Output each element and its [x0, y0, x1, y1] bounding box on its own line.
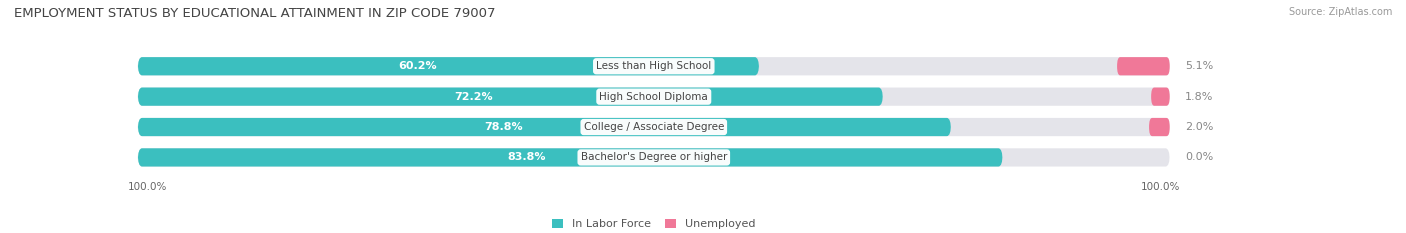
Text: Bachelor's Degree or higher: Bachelor's Degree or higher — [581, 152, 727, 162]
FancyBboxPatch shape — [1152, 88, 1170, 106]
Text: EMPLOYMENT STATUS BY EDUCATIONAL ATTAINMENT IN ZIP CODE 79007: EMPLOYMENT STATUS BY EDUCATIONAL ATTAINM… — [14, 7, 495, 20]
Text: Source: ZipAtlas.com: Source: ZipAtlas.com — [1288, 7, 1392, 17]
FancyBboxPatch shape — [138, 148, 1002, 167]
Text: 72.2%: 72.2% — [454, 92, 492, 102]
Text: Less than High School: Less than High School — [596, 61, 711, 71]
FancyBboxPatch shape — [138, 148, 1170, 167]
FancyBboxPatch shape — [1118, 57, 1170, 75]
Legend: In Labor Force, Unemployed: In Labor Force, Unemployed — [553, 219, 755, 229]
Text: 100.0%: 100.0% — [1140, 182, 1180, 192]
FancyBboxPatch shape — [1149, 118, 1170, 136]
FancyBboxPatch shape — [138, 118, 1170, 136]
Text: 1.8%: 1.8% — [1185, 92, 1213, 102]
FancyBboxPatch shape — [138, 57, 759, 75]
FancyBboxPatch shape — [138, 57, 1170, 75]
Text: 5.1%: 5.1% — [1185, 61, 1213, 71]
FancyBboxPatch shape — [138, 88, 1170, 106]
Text: 2.0%: 2.0% — [1185, 122, 1213, 132]
Text: College / Associate Degree: College / Associate Degree — [583, 122, 724, 132]
Text: 100.0%: 100.0% — [128, 182, 167, 192]
Text: 60.2%: 60.2% — [398, 61, 437, 71]
FancyBboxPatch shape — [138, 88, 883, 106]
Text: 83.8%: 83.8% — [508, 152, 546, 162]
Text: 0.0%: 0.0% — [1185, 152, 1213, 162]
Text: High School Diploma: High School Diploma — [599, 92, 709, 102]
Text: 78.8%: 78.8% — [485, 122, 523, 132]
FancyBboxPatch shape — [138, 118, 950, 136]
